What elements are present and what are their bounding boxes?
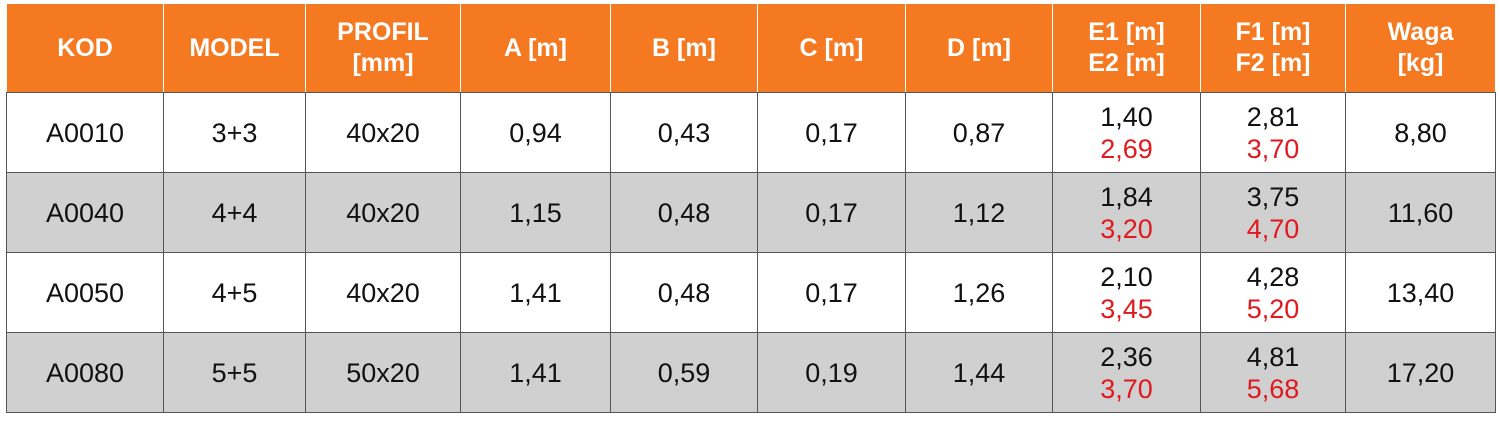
header-text: E1 [m] [1088, 18, 1165, 46]
cell: 1,40 2,69 [1052, 92, 1201, 173]
cell-value-red: 3,20 [1100, 213, 1153, 244]
header-cell: Waga [kg] [1345, 3, 1496, 93]
cell: 4+4 [163, 172, 306, 253]
cell: 40x20 [305, 92, 461, 173]
header-cell: D [m] [905, 3, 1053, 93]
cell: 0,19 [757, 332, 906, 413]
header-cell: C [m] [757, 3, 906, 93]
cell: 1,44 [905, 332, 1053, 413]
cell: A0040 [6, 172, 164, 253]
cell: 1,41 [460, 252, 611, 333]
header-row: KOD MODEL PROFIL [mm] A [m] B [m] C [m] D [m] E1… [6, 3, 1496, 93]
cell: 1,12 [905, 172, 1053, 253]
cell: 40x20 [305, 252, 461, 333]
cell: 13,40 [1345, 252, 1496, 333]
header-text: PROFIL [337, 18, 429, 46]
cell: 1,84 3,20 [1052, 172, 1201, 253]
header-text: A [m] [504, 33, 567, 62]
cell-value: 1,84 [1100, 181, 1153, 212]
header-cell: F1 [m] F2 [m] [1200, 3, 1346, 93]
table-row: A0040 4+4 40x20 1,15 0,48 0,17 1,12 1,84 3,20 3,7… [6, 172, 1496, 253]
cell-value: 3,75 [1246, 181, 1300, 212]
cell-value-red: 5,20 [1246, 293, 1300, 324]
cell: 0,48 [610, 252, 758, 333]
cell: 0,17 [757, 252, 906, 333]
header-text: KOD [57, 33, 113, 62]
cell: 4+5 [163, 252, 306, 333]
cell-value-red: 3,45 [1100, 293, 1153, 324]
cell: 3+3 [163, 92, 306, 173]
cell-value-red: 3,70 [1100, 373, 1153, 404]
header-text: [kg] [1397, 49, 1444, 77]
header-cell: B [m] [610, 3, 758, 93]
cell: 8,80 [1345, 92, 1496, 173]
header-text: F1 [m] [1235, 18, 1311, 46]
cell-value: 4,28 [1246, 261, 1300, 292]
header-cell: E1 [m] E2 [m] [1052, 3, 1201, 93]
header-text: D [m] [947, 33, 1011, 62]
cell: 2,36 3,70 [1052, 332, 1201, 413]
table-row: A0010 3+3 40x20 0,94 0,43 0,17 0,87 1,40 2,69 2,8… [6, 92, 1496, 173]
table-row: A0080 5+5 50x20 1,41 0,59 0,19 1,44 2,36 3,70 4,8… [6, 332, 1496, 413]
cell: 1,41 [460, 332, 611, 413]
cell-value: 1,40 [1100, 101, 1153, 132]
cell-value: 4,81 [1246, 341, 1300, 372]
cell: 3,75 4,70 [1200, 172, 1346, 253]
cell: 0,87 [905, 92, 1053, 173]
header-cell: A [m] [460, 3, 611, 93]
table-row: A0050 4+5 40x20 1,41 0,48 0,17 1,26 2,10 3,45 4,2… [6, 252, 1496, 333]
cell: 0,43 [610, 92, 758, 173]
cell: 50x20 [305, 332, 461, 413]
cell: 0,59 [610, 332, 758, 413]
cell: 17,20 [1345, 332, 1496, 413]
cell: 2,81 3,70 [1200, 92, 1346, 173]
header-text: Waga [1387, 18, 1454, 46]
header-text: [mm] [352, 49, 414, 77]
cell: 0,94 [460, 92, 611, 173]
header-text: C [m] [799, 33, 864, 62]
cell-value: 2,10 [1100, 261, 1153, 292]
cell: A0050 [6, 252, 164, 333]
header-text: B [m] [652, 33, 716, 62]
cell: 5+5 [163, 332, 306, 413]
header-text: MODEL [189, 33, 280, 62]
header-cell: MODEL [163, 3, 306, 93]
cell-value-red: 4,70 [1246, 213, 1300, 244]
cell: 0,17 [757, 172, 906, 253]
header-text: F2 [m] [1235, 49, 1311, 77]
header-cell: PROFIL [mm] [305, 3, 461, 93]
cell: 11,60 [1345, 172, 1496, 253]
cell: 1,15 [460, 172, 611, 253]
cell: 40x20 [305, 172, 461, 253]
cell: A0080 [6, 332, 164, 413]
cell: 0,17 [757, 92, 906, 173]
cell: 4,81 5,68 [1200, 332, 1346, 413]
cell-value: 2,81 [1246, 101, 1300, 132]
spec-table: KOD MODEL PROFIL [mm] A [m] B [m] C [m] D [m] E1… [6, 3, 1496, 413]
cell: 0,48 [610, 172, 758, 253]
cell: 1,26 [905, 252, 1053, 333]
cell-value-red: 2,69 [1100, 133, 1153, 164]
cell-value-red: 5,68 [1246, 373, 1300, 404]
cell-value: 2,36 [1100, 341, 1153, 372]
header-text: E2 [m] [1088, 49, 1165, 77]
cell: A0010 [6, 92, 164, 173]
header-cell: KOD [6, 3, 164, 93]
cell: 4,28 5,20 [1200, 252, 1346, 333]
table-body: A0010 3+3 40x20 0,94 0,43 0,17 0,87 1,40 2,69 2,8… [6, 92, 1496, 413]
cell: 2,10 3,45 [1052, 252, 1201, 333]
cell-value-red: 3,70 [1246, 133, 1300, 164]
